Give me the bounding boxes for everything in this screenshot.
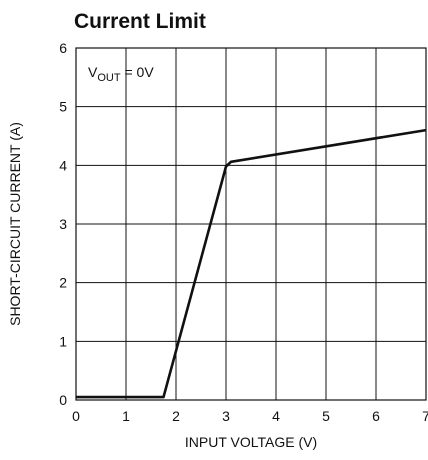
x-axis-label: INPUT VOLTAGE (V) [185, 434, 317, 450]
vout-annotation: VOUT = 0V [88, 64, 154, 84]
y-tick-labels: 0 1 2 3 4 5 6 [59, 40, 67, 408]
chart-title: Current Limit [74, 10, 206, 33]
vout-annotation-suffix: = 0V [121, 64, 155, 80]
x-tick-label: 3 [222, 408, 230, 424]
x-tick-label: 0 [72, 408, 80, 424]
x-tick-label: 1 [122, 408, 130, 424]
y-tick-label: 0 [59, 392, 67, 408]
x-tick-label: 4 [272, 408, 280, 424]
y-tick-label: 2 [59, 275, 67, 291]
x-tick-labels: 0 1 2 3 4 5 6 7 [72, 408, 428, 424]
x-tick-label: 5 [322, 408, 330, 424]
x-tick-label: 6 [372, 408, 380, 424]
series-group [76, 128, 427, 399]
y-axis-label: SHORT-CIRCUIT CURRENT (A) [7, 122, 23, 326]
y-tick-label: 3 [59, 216, 67, 232]
plot-frame [75, 47, 427, 401]
x-tick-label: 2 [172, 408, 180, 424]
y-tick-label: 6 [59, 40, 67, 56]
y-tick-label: 5 [59, 99, 67, 115]
grid [76, 48, 426, 400]
y-tick-label: 4 [59, 157, 67, 173]
x-tick-label: 7 [422, 408, 428, 424]
vout-annotation-subscript: OUT [97, 72, 121, 84]
y-tick-label: 1 [59, 333, 67, 349]
vout-annotation-prefix: V [88, 64, 98, 80]
series-line [76, 128, 427, 399]
